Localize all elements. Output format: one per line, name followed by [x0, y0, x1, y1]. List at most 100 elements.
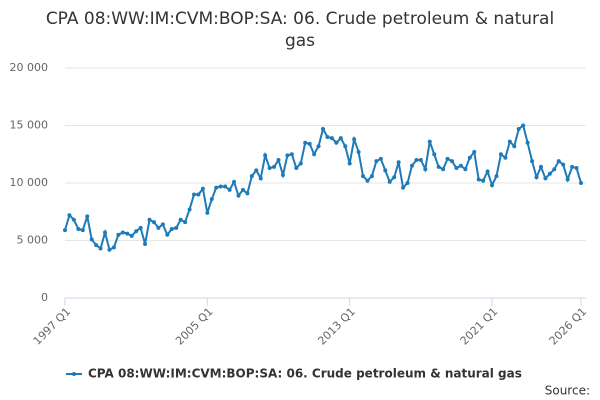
point	[321, 126, 325, 131]
point	[481, 178, 486, 183]
point	[63, 228, 67, 233]
point	[156, 225, 161, 230]
point	[245, 191, 250, 196]
point	[147, 217, 152, 222]
point	[116, 232, 121, 237]
chart-title: CPA 08:WW:IM:CVM:BOP:SA: 06. Crude petro…	[45, 9, 555, 51]
point	[134, 229, 139, 234]
point	[547, 171, 552, 176]
point	[441, 167, 446, 172]
point	[338, 136, 343, 141]
point	[143, 241, 148, 246]
point	[325, 135, 330, 139]
point	[294, 166, 299, 171]
point	[334, 140, 339, 145]
x-tick-label: 2005 Q1	[173, 305, 216, 348]
point	[472, 149, 477, 154]
point	[236, 193, 241, 198]
point	[111, 245, 116, 250]
point	[209, 197, 214, 202]
point	[89, 237, 94, 242]
point	[418, 158, 423, 162]
y-tick-label: 10 000	[10, 176, 49, 189]
point	[258, 176, 263, 181]
point	[76, 227, 81, 231]
point	[347, 161, 352, 166]
point	[396, 160, 401, 165]
point	[503, 155, 508, 160]
point	[392, 175, 397, 180]
point	[414, 158, 419, 162]
point	[454, 166, 459, 171]
point	[552, 167, 557, 172]
point	[498, 152, 503, 157]
point	[298, 161, 303, 166]
x-tick-label: 2021 Q1	[458, 305, 501, 348]
legend-text: CPA 08:WW:IM:CVM:BOP:SA: 06. Crude petro…	[88, 367, 522, 381]
point	[361, 174, 366, 179]
point	[369, 174, 374, 179]
point	[192, 192, 196, 197]
point	[160, 222, 165, 227]
point	[570, 164, 575, 169]
point	[67, 213, 72, 218]
point	[365, 178, 370, 183]
point	[187, 207, 192, 212]
point	[276, 158, 281, 162]
y-tick-label: 20 000	[10, 61, 49, 74]
point	[240, 187, 245, 192]
point	[289, 152, 294, 157]
point	[329, 136, 334, 141]
point	[129, 233, 134, 238]
point	[174, 225, 179, 230]
point	[450, 159, 454, 164]
point	[436, 164, 441, 169]
x-tick-label: 2013 Q1	[315, 305, 358, 348]
y-tick-label: 15 000	[10, 119, 49, 132]
point	[374, 159, 379, 164]
point	[71, 217, 76, 222]
point	[227, 187, 232, 192]
point	[107, 247, 112, 252]
point	[352, 137, 357, 142]
point	[214, 185, 219, 190]
point	[272, 164, 277, 169]
point	[458, 163, 463, 168]
point	[409, 163, 414, 168]
x-tick-label: 1997 Q1	[31, 305, 74, 348]
point	[316, 144, 321, 149]
point	[98, 246, 103, 251]
point	[507, 139, 512, 144]
point	[534, 175, 539, 180]
point	[405, 181, 410, 185]
point	[178, 217, 183, 222]
point	[249, 174, 254, 179]
point	[485, 169, 490, 174]
point	[543, 176, 548, 181]
point	[356, 149, 361, 154]
point	[432, 152, 437, 157]
point	[267, 166, 272, 171]
point	[579, 181, 583, 185]
point	[463, 167, 468, 172]
point	[556, 159, 561, 164]
point	[521, 123, 526, 128]
point	[169, 227, 174, 231]
point	[423, 167, 428, 172]
point	[516, 126, 521, 131]
point	[196, 192, 201, 197]
point	[80, 228, 85, 233]
point	[94, 243, 99, 248]
legend-marker	[72, 372, 76, 376]
point	[263, 153, 268, 158]
point	[232, 179, 237, 184]
point	[530, 159, 535, 164]
y-tick-label: 0	[41, 291, 48, 304]
point	[205, 210, 210, 215]
point	[476, 177, 481, 182]
point	[378, 156, 383, 161]
point	[538, 164, 543, 169]
point	[343, 144, 348, 149]
